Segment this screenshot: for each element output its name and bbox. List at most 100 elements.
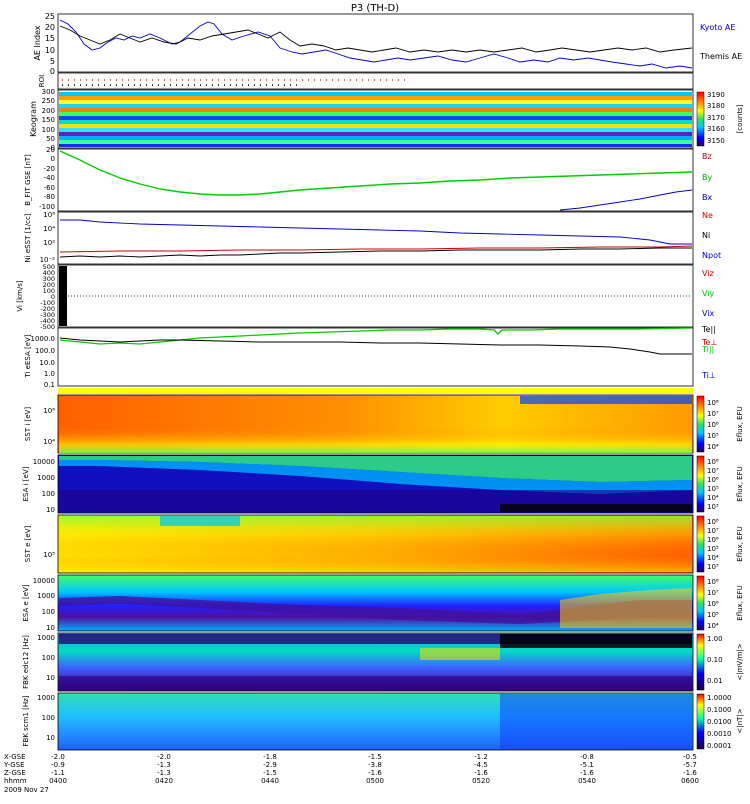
velocity-tick-9: -400 (40, 317, 55, 325)
velocity-ylabel: Vi [km/s] (16, 280, 24, 311)
bfield-tick-2: -20 (44, 165, 55, 173)
sst-e-cbar-1: 10⁷ (707, 527, 719, 535)
ae-panel: AE Index 25 20 15 10 5 0 Kyoto AE Themis… (33, 12, 742, 76)
sst-i-low-band (59, 396, 692, 453)
bfield-tick-3: -40 (44, 174, 55, 182)
fbk-b-cbar-2: 0.0100 (707, 718, 732, 726)
fbk-e-colorbar (696, 633, 705, 691)
keogram-tick-5: 50 (46, 135, 55, 143)
esa-i-cbar-4: 10⁴ (707, 494, 719, 502)
bfield-legend-by: By (702, 173, 712, 182)
themis-ae-line (59, 25, 693, 53)
xaxis-col-4-z: -1.6 (474, 769, 488, 777)
temp-panel: Ti eESA [eV] 1000.0 100.0 10.0 1.0 0.1 T… (24, 325, 717, 389)
esa-i-cbar-3: 10⁵ (707, 485, 719, 493)
ae-frame (57, 13, 694, 73)
density-legend-ne: Ne (702, 211, 713, 220)
xaxis-col-6: -0.5 -5.7 -1.6 0600 (681, 753, 699, 785)
sst-e-colorbar (696, 515, 705, 573)
esa-i-tick-0: 10000 (33, 458, 55, 466)
xaxis-row-x: X-GSE (4, 753, 26, 761)
density-ylabel: Ni eSST [1/cc] (24, 213, 32, 262)
ae-ylabel: AE Index (33, 25, 42, 60)
velocity-tick-1: 400 (43, 269, 55, 277)
xaxis-row-z: Z-GSE (4, 769, 26, 777)
xaxis-col-5-z: -1.6 (580, 769, 594, 777)
xaxis-col-5: -0.8 -5.1 -1.6 0540 (578, 753, 596, 785)
esa-i-colorbar (696, 455, 705, 513)
keogram-tick-1: 250 (42, 97, 55, 105)
fbk-b-cbar-label: <|nT|> (736, 708, 744, 733)
ae-legend-kyoto: Kyoto AE (700, 23, 735, 32)
velocity-tick-8: -300 (40, 311, 55, 319)
fbk-e-tick-2: 10 (46, 674, 55, 682)
sst-i-cbar-3: 10⁵ (707, 432, 719, 440)
bfield-tick-0: 20 (46, 146, 55, 154)
esa-i-black-base (500, 504, 692, 512)
sst-e-cbar-2: 10⁶ (707, 536, 719, 544)
esa-i-cbar-0: 10⁸ (707, 458, 719, 466)
xaxis-row-hhmm: hhmm (4, 777, 27, 785)
esa-i-tick-2: 100 (42, 490, 55, 498)
velocity-tick-2: 300 (43, 275, 55, 283)
ae-tick-5: 0 (50, 67, 55, 76)
density-tick-3: 10⁻² (40, 256, 56, 264)
ti-parallel-line (59, 327, 693, 345)
sst-e-panel: SST e [eV] 10⁵ 10⁸ 10⁷ 10⁶ 10⁵ 10⁴ 10³ E… (24, 514, 744, 574)
xaxis-col-2: -1.8 -2.9 -1.5 0440 (261, 753, 279, 785)
temp-tick-0: 1000.0 (31, 335, 56, 343)
fbk-e-cbar-label: <|mV/m|> (736, 643, 744, 680)
temp-ylabel: Ti eESA [eV] (24, 334, 32, 378)
esa-e-cbar-label: Eflux, EFU (736, 585, 744, 620)
velocity-tick-4: 100 (43, 287, 55, 295)
sst-i-cbar-4: 10⁴ (707, 443, 719, 451)
keogram-tick-4: 100 (42, 126, 55, 134)
xaxis-col-0-x: -2.0 (51, 753, 65, 761)
fbk-b-cbar-3: 0.0010 (707, 730, 732, 738)
temp-tick-4: 0.1 (44, 381, 55, 389)
keogram-cbar-1: 3180 (707, 102, 725, 110)
velocity-tick-5: 0 (51, 293, 55, 301)
sst-e-cbar-label: Eflux, EFU (736, 526, 744, 561)
sst-i-cbar-1: 10⁷ (707, 410, 719, 418)
esa-i-cyan-band (59, 460, 692, 494)
density-legend-npot: Npot (702, 251, 721, 260)
velocity-tick-10: -500 (40, 323, 55, 331)
esa-i-tick-1: 1000 (37, 474, 55, 482)
fbk-b-tick-2: 10 (46, 734, 55, 742)
fbk-b-tick-0: 1000 (37, 694, 55, 702)
bfield-tick-4: -60 (44, 184, 55, 192)
esa-i-cbar-1: 10⁷ (707, 467, 719, 475)
temp-tick-3: 1.0 (44, 370, 55, 378)
sst-e-ylabel: SST e [eV] (24, 525, 32, 562)
roi-frame (57, 72, 694, 90)
density-panel: Ni eSST [1/cc] 10⁶ 10⁴ 10² 10⁻² Ne Ni Np… (24, 211, 721, 265)
velocity-tick-7: -200 (40, 305, 55, 313)
xaxis-col-6-y: -5.7 (683, 761, 697, 769)
fbk-e-bottom-dark (59, 676, 692, 690)
keogram-colorbar (696, 91, 705, 147)
fbk-e-cbar-0: 1.00 (707, 635, 723, 643)
bfield-tick-5: -80 (44, 193, 55, 201)
velocity-legend-viz: Viz (702, 269, 714, 278)
esa-e-ylabel: ESA e [eV] (22, 584, 30, 621)
kyoto-ae-line (59, 19, 693, 69)
xaxis-col-3-x: -1.5 (368, 753, 382, 761)
bfield-ylabel: B_FIT GSE [nT] (24, 154, 32, 206)
esa-i-ylabel: ESA i [eV] (22, 466, 30, 501)
velocity-legend-vix: Vix (702, 309, 715, 318)
esa-e-cbar-0: 10⁸ (707, 578, 719, 586)
xaxis-col-4: -1.2 -4.5 -1.6 0520 (472, 753, 490, 785)
bfield-tick-1: 0 (51, 155, 55, 163)
ae-tick-3: 10 (45, 46, 55, 55)
xaxis-col-1-z: -1.3 (157, 769, 171, 777)
sst-i-tick-0: 10⁶ (43, 407, 55, 415)
fbk-e-ylabel: FBK edc12 [Hz] (22, 635, 30, 689)
esa-i-tick-3: 10 (46, 506, 55, 514)
fbk-e-yellow-patch (420, 648, 500, 660)
esa-e-warm-patch (560, 588, 692, 628)
xaxis-col-0-y: -0.9 (51, 761, 65, 769)
esa-e-tick-3: 10 (46, 624, 55, 632)
esa-e-tick-1: 1000 (37, 592, 55, 600)
